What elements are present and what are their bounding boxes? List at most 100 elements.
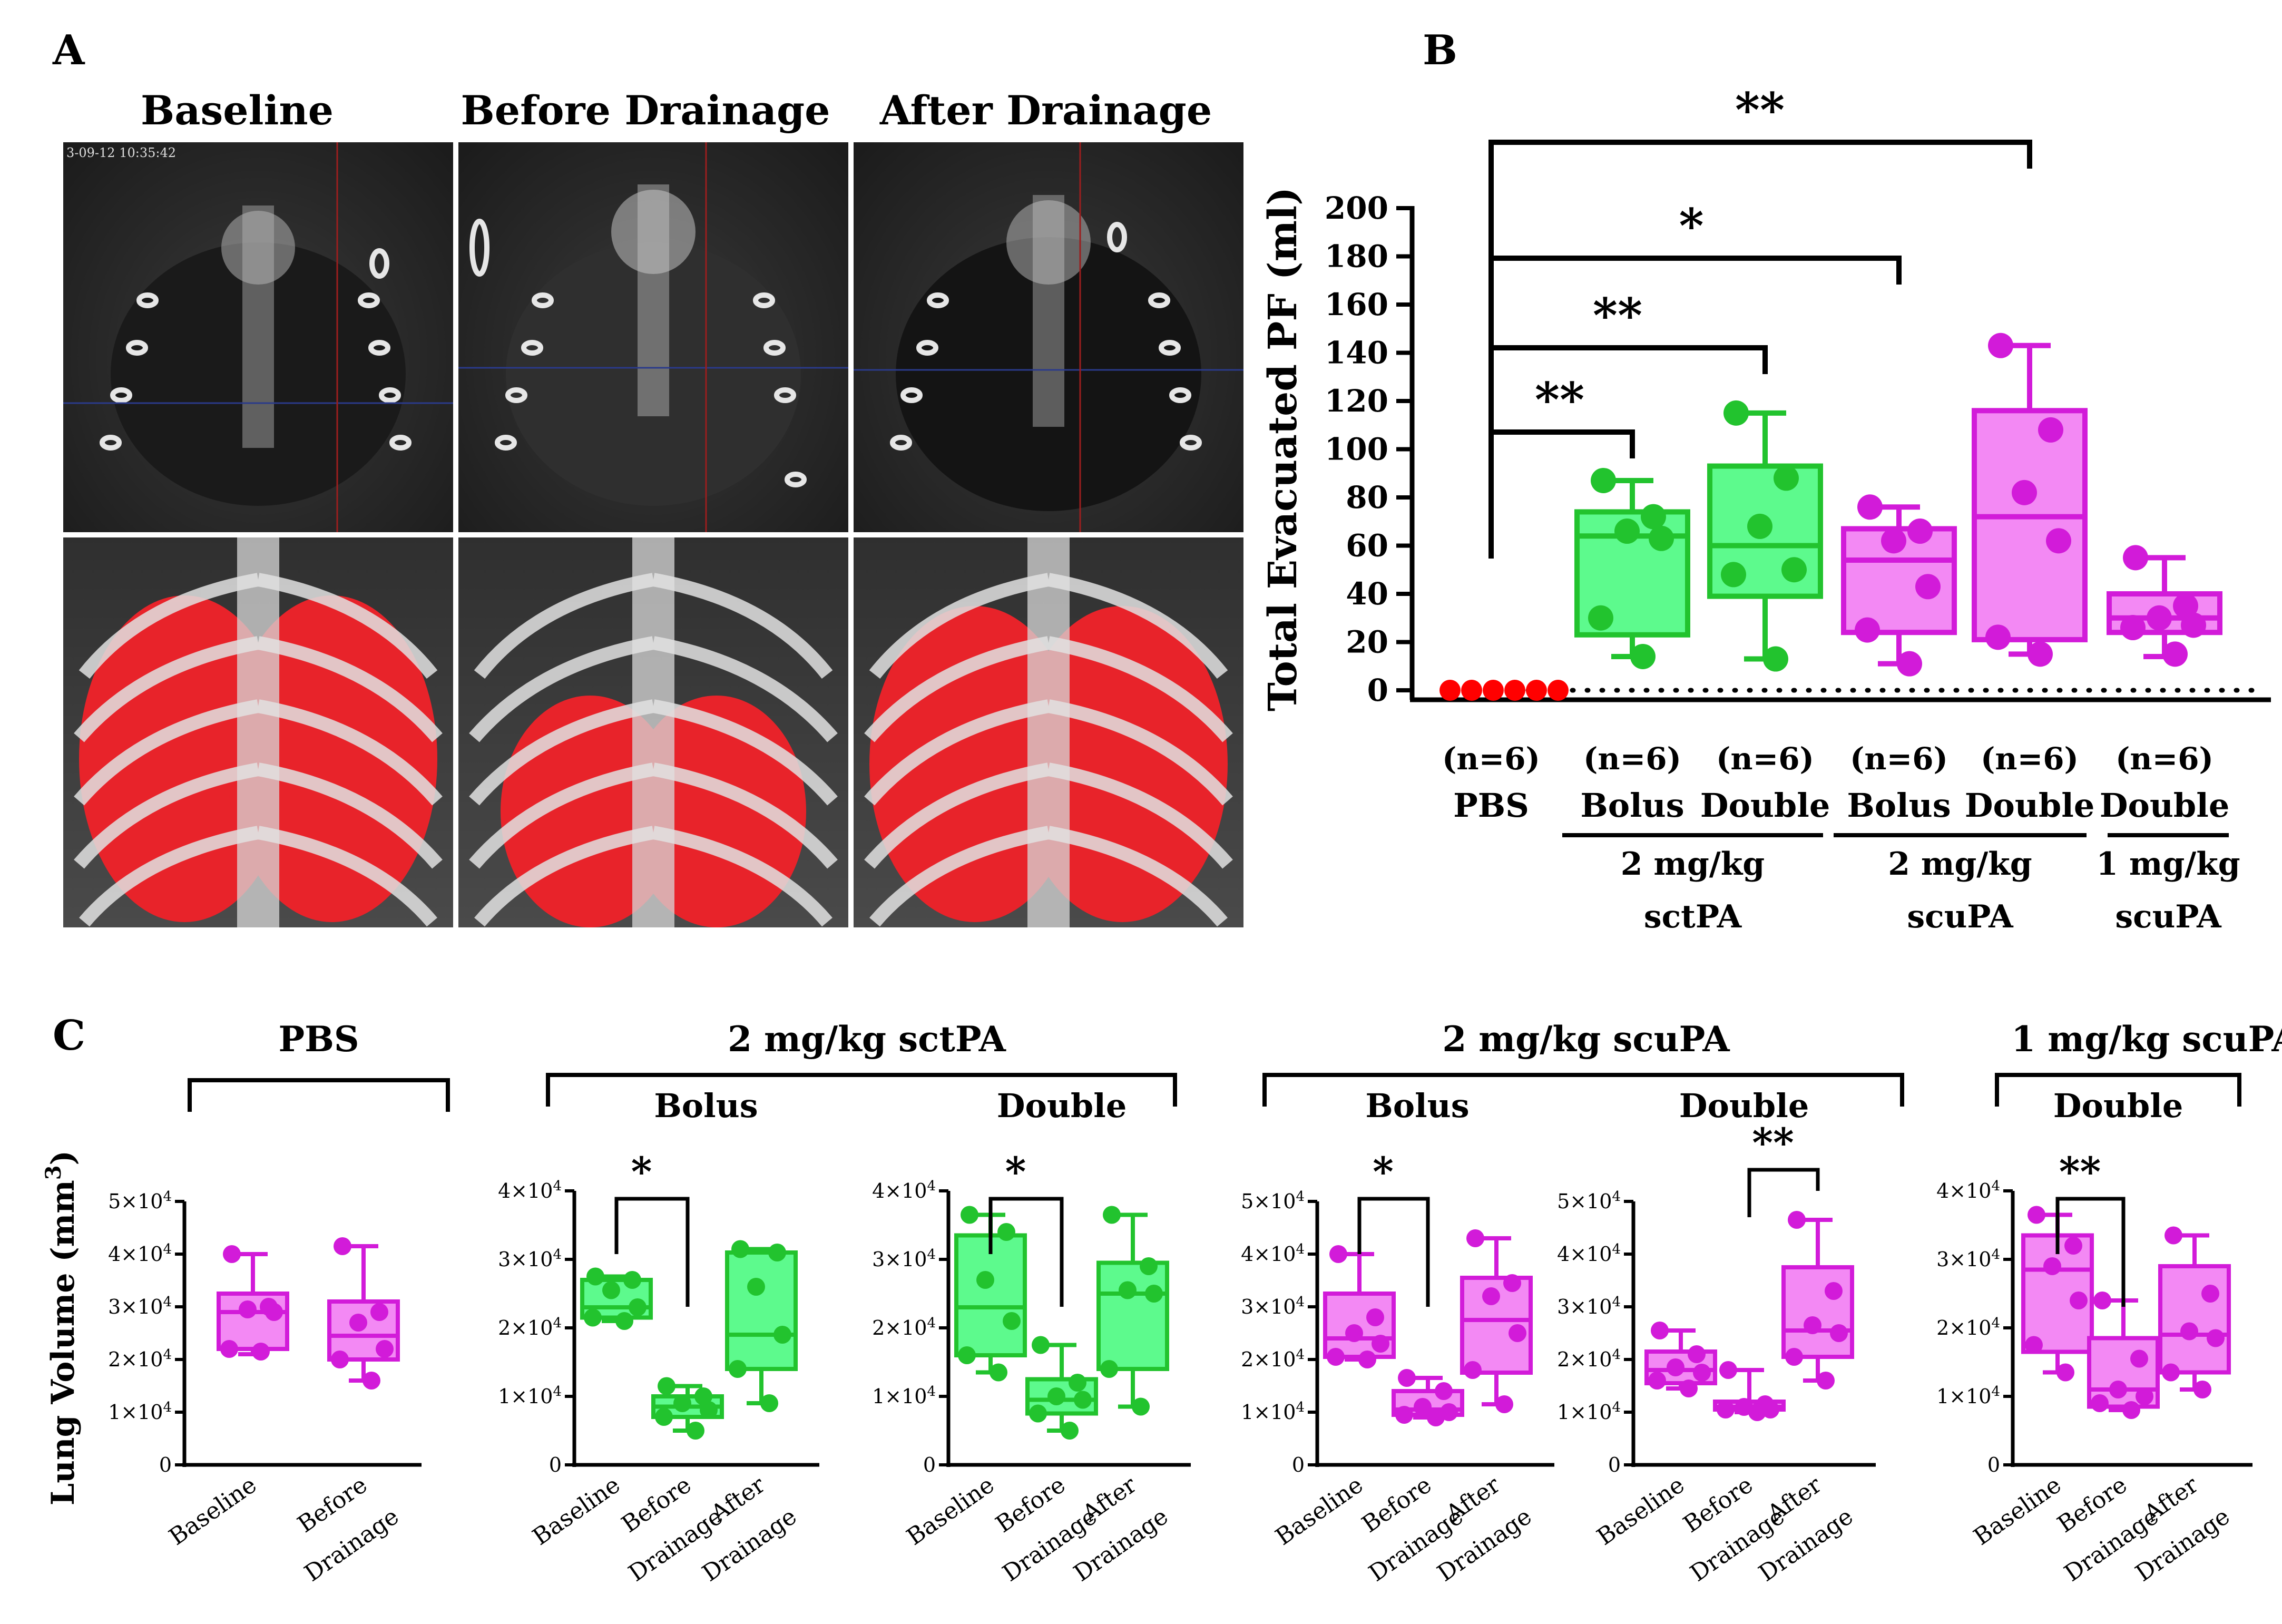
c-point [1069,1374,1086,1392]
b-point [1649,525,1674,551]
render-after-drainage [854,537,1243,927]
b-group-dose: 2 mg/kg [1621,846,1765,883]
c-point [687,1422,704,1440]
c-tick-base: 3×10 [1557,1295,1612,1318]
c-tick-exp: 4 [1991,1178,2000,1194]
b-point [1897,651,1922,677]
c-y-tick-label: 1×104 [108,1400,172,1424]
c-header-bracket [546,1073,1177,1107]
c-point [1345,1324,1363,1342]
c-tick-base: 4×10 [1936,1179,1991,1202]
c-point [615,1312,633,1330]
ct-slice-baseline: 3-09-12 10:35:42 [63,142,453,532]
b-group-dose: 2 mg/kg [1888,846,2032,883]
b-point [1526,680,1547,701]
b-point [2123,545,2148,571]
c-point [586,1267,604,1286]
c-tick-base: 3×10 [1936,1248,1991,1271]
c-point [1693,1364,1711,1382]
c-sig-label: * [1005,1148,1026,1195]
c-point [1358,1351,1376,1368]
c-tick-base: 2×10 [872,1316,927,1339]
b-point [1641,504,1666,530]
b-point [1721,562,1746,588]
c-tick-base: 5×10 [1557,1190,1612,1213]
c-header-sub: Bolus [654,1087,758,1125]
c-point [1717,1401,1735,1418]
render-baseline-drawing [74,537,443,927]
b-y-tick-label: 100 [1325,432,1388,467]
c-y-tick-label: 2×104 [872,1315,936,1339]
c-point [2130,1349,2148,1368]
c-point [768,1244,786,1261]
b-point [2181,612,2206,638]
c-x-label: Baseline [1592,1471,1690,1551]
b-y-tick-label: 60 [1346,528,1388,564]
b-sig-bracket [1488,345,1768,474]
c-y-tick-label: 1×104 [1241,1400,1305,1424]
c-x-label: Baseline [164,1471,262,1551]
b-group-drug: sctPA [1644,898,1742,935]
b-point [1504,680,1525,701]
c-tick-base: 1×10 [1936,1385,1991,1408]
c-header-title: PBS [278,1019,359,1060]
b-point [2173,593,2198,619]
b-y-tick-label: 20 [1346,624,1388,660]
c-y-tick-label: 2×104 [1936,1315,2000,1339]
c-y-tick-label: 3×104 [1557,1294,1621,1318]
c-point [2180,1322,2198,1341]
c-point [729,1360,747,1378]
c-y-tick-label: 3×104 [108,1294,172,1318]
c-point [1372,1335,1389,1353]
c-y-tick-label: 3×104 [1241,1294,1305,1318]
b-point [2012,480,2037,505]
render-before-drainage-drawing [469,537,838,927]
c-tick-exp: 4 [927,1247,936,1263]
c-tick-base: 1×10 [1557,1401,1612,1424]
c-y-tick-label: 5×104 [1241,1189,1305,1213]
c-point [2165,1226,2182,1245]
c-tick-exp: 4 [927,1315,936,1331]
ct-title-before-drainage: Before Drainage [461,87,830,134]
b-group-label: Double [1965,786,2095,825]
c-y-tick-label: 3×104 [1936,1247,2000,1271]
c-y-tick-label: 5×104 [1557,1189,1621,1213]
c-point [2136,1387,2153,1405]
b-group-label: Bolus [1847,786,1951,825]
c-y-label-end: ) [45,1150,82,1165]
c-point [252,1343,270,1361]
c-point [997,1223,1015,1241]
c-tick-base: 4×10 [498,1179,553,1202]
b-y-tick-label: 40 [1346,576,1388,612]
c-point [2122,1401,2140,1419]
c-tick-base: 2×10 [1936,1316,1991,1339]
c-y-tick-label: 4×104 [498,1178,562,1202]
c-tick-base: 4×10 [108,1243,163,1266]
c-tick-exp: 4 [1296,1241,1305,1257]
b-point [1548,680,1569,701]
b-n-label: (n=6) [1583,741,1681,777]
c-box [1096,1260,1169,1371]
ct-slice-before-drainage-drawing [458,142,848,532]
b-n-label: (n=6) [1442,741,1540,777]
c-point [2064,1237,2082,1255]
c-tick-exp: 4 [163,1241,172,1257]
b-point [1774,465,1799,491]
c-y-tick-label: 2×104 [108,1347,172,1371]
c-point [1667,1358,1684,1376]
c-sig-bracket [614,1197,690,1307]
c-point [349,1314,367,1332]
c-tick-exp: 4 [1296,1400,1305,1415]
c-x-label: After [1077,1471,1142,1528]
c-sig-bracket [1357,1197,1430,1307]
b-point [1614,518,1640,544]
render-before-drainage [458,537,848,927]
c-y-tick-label: 0 [923,1453,936,1476]
b-point [1855,617,1880,643]
c-y-tick-label: 0 [1987,1453,2000,1476]
c-point [1680,1380,1698,1397]
b-point [1747,513,1772,539]
c-tick-exp: 4 [1612,1241,1621,1257]
b-y-tick-label: 200 [1325,190,1388,226]
c-header-sub: Double [1679,1087,1809,1125]
